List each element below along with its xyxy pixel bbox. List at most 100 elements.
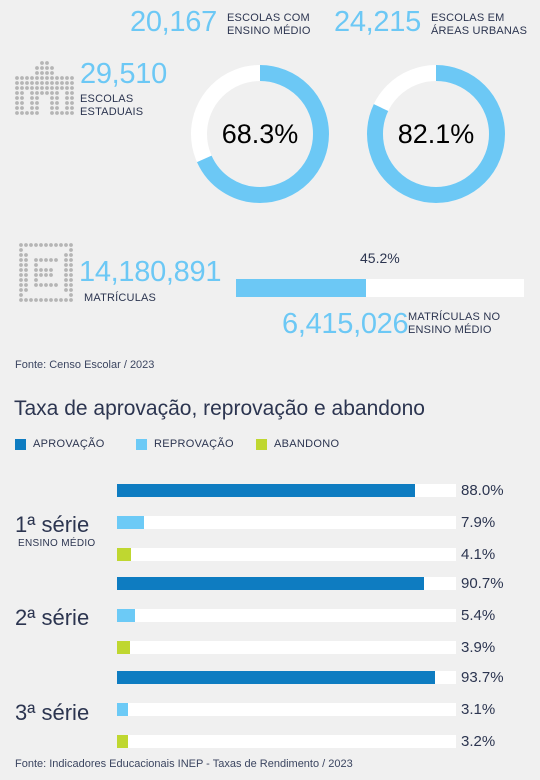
icon-dot bbox=[39, 273, 43, 277]
enrollment-grid-icon bbox=[19, 243, 73, 302]
icon-dot bbox=[69, 268, 73, 272]
icon-dot bbox=[19, 253, 23, 257]
icon-dot bbox=[15, 81, 19, 85]
icon-dot bbox=[35, 81, 39, 85]
icon-dot bbox=[35, 101, 39, 105]
icon-dot bbox=[30, 101, 34, 105]
icon-dot bbox=[49, 298, 53, 302]
icon-dot bbox=[45, 91, 49, 95]
icon-dot bbox=[44, 273, 48, 277]
icon-dot bbox=[70, 91, 74, 95]
legend-swatch-aprovacao bbox=[15, 438, 26, 450]
icon-dot bbox=[35, 96, 39, 100]
matriculas-medio-value: 6,415,026 bbox=[282, 308, 409, 340]
icon-dot bbox=[44, 258, 48, 262]
icon-dot bbox=[35, 106, 39, 110]
icon-dot bbox=[34, 258, 38, 262]
icon-dot bbox=[19, 278, 23, 282]
icon-dot bbox=[24, 263, 28, 267]
icon-dot bbox=[49, 283, 53, 287]
icon-dot bbox=[45, 76, 49, 80]
icon-dot bbox=[49, 273, 53, 277]
icon-dot bbox=[34, 278, 38, 282]
icon-dot bbox=[54, 243, 58, 247]
bar-track-reprovacao-2 bbox=[117, 609, 456, 622]
icon-dot bbox=[50, 101, 54, 105]
icon-dot bbox=[20, 101, 24, 105]
icon-dot bbox=[34, 298, 38, 302]
donut-urbanas-arc bbox=[367, 65, 505, 203]
icon-dot bbox=[15, 86, 19, 90]
escolas-estaduais-label-line2: ESTADUAIS bbox=[80, 106, 144, 118]
icon-dot bbox=[30, 106, 34, 110]
icon-dot bbox=[15, 106, 19, 110]
icon-dot bbox=[64, 283, 68, 287]
icon-dot bbox=[65, 111, 69, 115]
icon-dot bbox=[15, 91, 19, 95]
matriculas-medio-label-line2: ENSINO MÉDIO bbox=[408, 324, 492, 336]
legend-label-abandono: ABANDONO bbox=[274, 438, 340, 450]
bar-track-abandono-1 bbox=[117, 548, 456, 561]
bar-abandono-2 bbox=[117, 641, 131, 654]
icon-dot bbox=[50, 96, 54, 100]
icon-dot bbox=[64, 253, 68, 257]
bar-abandono-3 bbox=[117, 735, 128, 748]
icon-dot bbox=[50, 71, 54, 75]
escolas-estaduais-label-line1: ESCOLAS bbox=[80, 93, 134, 105]
icon-dot bbox=[35, 111, 39, 115]
icon-dot bbox=[30, 81, 34, 85]
icon-dot bbox=[44, 243, 48, 247]
icon-dot bbox=[35, 86, 39, 90]
matriculas-label: MATRÍCULAS bbox=[84, 292, 157, 304]
icon-dot bbox=[20, 81, 24, 85]
icon-dot bbox=[19, 273, 23, 277]
legend-swatch-reprovacao bbox=[136, 438, 147, 450]
section-title: Taxa de aprovação, reprovação e abandono bbox=[14, 397, 425, 420]
icon-dot bbox=[55, 96, 59, 100]
bar-label-abandono-3: 3.2% bbox=[461, 733, 496, 750]
matriculas-medio-track bbox=[236, 279, 524, 297]
icon-dot bbox=[15, 96, 19, 100]
icon-dot bbox=[55, 81, 59, 85]
icon-dot bbox=[60, 81, 64, 85]
escolas-medio-label: ESCOLAS COM ENSINO MÉDIO bbox=[227, 12, 311, 38]
escolas-medio-label-line1: ESCOLAS COM bbox=[227, 12, 310, 24]
legend-label-aprovacao: APROVAÇÃO bbox=[33, 438, 105, 450]
icon-dot bbox=[55, 106, 59, 110]
icon-dot bbox=[30, 86, 34, 90]
icon-dot bbox=[24, 268, 28, 272]
icon-dot bbox=[24, 253, 28, 257]
icon-dot bbox=[50, 106, 54, 110]
icon-dot bbox=[50, 81, 54, 85]
icon-dot bbox=[65, 76, 69, 80]
escolas-estaduais-label: ESCOLAS ESTADUAIS bbox=[80, 93, 143, 119]
bar-label-aprovacao-3: 93.7% bbox=[461, 669, 504, 686]
donut-estaduais-arc bbox=[191, 65, 329, 203]
icon-dot bbox=[69, 293, 73, 297]
icon-dot bbox=[20, 91, 24, 95]
icon-dot bbox=[24, 278, 28, 282]
icon-dot bbox=[29, 298, 33, 302]
icon-dot bbox=[24, 283, 28, 287]
icon-dot bbox=[59, 243, 63, 247]
icon-dot bbox=[50, 91, 54, 95]
icon-dot bbox=[20, 96, 24, 100]
matriculas-medio-label: MATRÍCULAS NO ENSINO MÉDIO bbox=[408, 311, 500, 337]
icon-dot bbox=[24, 288, 28, 292]
icon-dot bbox=[69, 243, 73, 247]
icon-dot bbox=[49, 243, 53, 247]
category-label-3: 3ª série bbox=[15, 700, 90, 725]
bar-label-abandono-2: 3.9% bbox=[461, 639, 496, 656]
matriculas-value: 14,180,891 bbox=[79, 256, 222, 288]
icon-dot bbox=[69, 298, 73, 302]
icon-dot bbox=[45, 61, 49, 65]
legend-swatch-abandono bbox=[256, 438, 267, 450]
icon-dot bbox=[70, 111, 74, 115]
bar-label-abandono-1: 4.1% bbox=[461, 546, 496, 563]
bar-label-reprovacao-3: 3.1% bbox=[461, 701, 496, 718]
icon-dot bbox=[49, 268, 53, 272]
icon-dot bbox=[69, 288, 73, 292]
escolas-medio-label-line2: ENSINO MÉDIO bbox=[227, 25, 311, 37]
bar-aprovacao-1 bbox=[117, 484, 416, 497]
